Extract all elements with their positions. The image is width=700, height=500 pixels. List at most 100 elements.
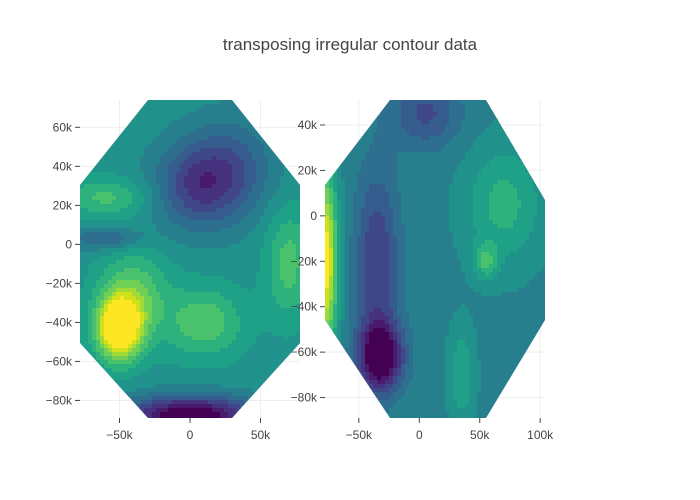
contour-cell — [212, 228, 217, 233]
contour-cell — [136, 152, 141, 157]
contour-cell — [296, 192, 300, 197]
contour-cell — [365, 100, 370, 105]
contour-cell — [156, 236, 161, 241]
contour-cell — [212, 112, 217, 117]
contour-cell — [256, 268, 261, 273]
contour-cell — [493, 120, 498, 125]
contour-cell — [465, 100, 470, 105]
contour-cell — [196, 100, 201, 105]
contour-cell — [272, 212, 277, 217]
contour-cell — [425, 116, 430, 121]
contour-cell — [156, 284, 161, 289]
contour-cell — [345, 116, 350, 121]
contour-cell — [168, 104, 173, 109]
contour-cell — [100, 152, 105, 157]
contour-cell — [248, 348, 253, 353]
contour-cell — [284, 116, 289, 121]
contour-cell — [104, 160, 109, 165]
contour-cell — [405, 120, 410, 125]
contour-cell — [212, 324, 217, 329]
contour-cell — [192, 340, 197, 345]
contour-cell — [260, 224, 265, 229]
contour-cell — [132, 256, 137, 261]
contour-cell — [284, 240, 289, 245]
contour-cell — [537, 100, 542, 105]
contour-cell — [204, 104, 209, 109]
contour-cell — [280, 320, 285, 325]
contour-cell — [208, 156, 213, 161]
contour-cell — [228, 124, 233, 129]
contour-cell — [284, 224, 289, 229]
contour-cell — [292, 292, 297, 297]
contour-cell — [260, 372, 265, 377]
contour-cell — [204, 120, 209, 125]
contour-cell — [280, 380, 285, 385]
contour-cell — [284, 304, 289, 309]
contour-cell — [244, 360, 249, 365]
contour-cell — [168, 144, 173, 149]
contour-cell — [96, 308, 101, 313]
contour-cell — [216, 124, 221, 129]
contour-cell — [228, 252, 233, 257]
contour-cell — [276, 236, 281, 241]
contour-cell — [240, 256, 245, 261]
contour-cell — [501, 120, 506, 125]
contour-cell — [200, 128, 205, 133]
contour-cell — [220, 380, 225, 385]
contour-cell — [96, 412, 101, 417]
contour-cell — [132, 388, 137, 393]
contour-cell — [196, 176, 201, 181]
contour-cell — [397, 116, 402, 121]
contour-cell — [136, 400, 141, 405]
contour-cell — [481, 116, 486, 121]
contour-cell — [176, 412, 181, 417]
contour-cell — [180, 144, 185, 149]
contour-cell — [296, 204, 300, 209]
contour-cell — [200, 304, 205, 309]
contour-cell — [449, 132, 454, 137]
contour-cell — [196, 368, 201, 373]
contour-cell — [112, 200, 117, 205]
y-tick-label: 0 — [65, 237, 72, 251]
contour-cell — [244, 180, 249, 185]
contour-cell — [156, 404, 161, 409]
contour-cell — [112, 288, 117, 293]
contour-cell — [288, 220, 293, 225]
contour-cell — [220, 392, 225, 397]
contour-cell — [220, 176, 225, 181]
contour-cell — [180, 356, 185, 361]
contour-cell — [228, 384, 233, 389]
contour-cell — [136, 160, 141, 165]
contour-cell — [292, 228, 297, 233]
contour-cell — [120, 304, 125, 309]
contour-cell — [156, 340, 161, 345]
contour-cell — [461, 128, 466, 133]
contour-cell — [128, 304, 133, 309]
contour-cell — [108, 316, 113, 321]
contour-cell — [248, 320, 253, 325]
contour-cell — [232, 412, 237, 417]
contour-cell — [176, 360, 181, 365]
contour-cell — [180, 244, 185, 249]
contour-cell — [256, 348, 261, 353]
contour-cell — [288, 284, 293, 289]
contour-cell — [96, 244, 101, 249]
contour-cell — [184, 260, 189, 265]
contour-cell — [132, 252, 137, 257]
contour-cell — [220, 280, 225, 285]
contour-cell — [244, 272, 249, 277]
contour-cell — [292, 176, 297, 181]
contour-cell — [120, 352, 125, 357]
contour-cell — [256, 324, 261, 329]
contour-cell — [92, 220, 97, 225]
contour-cell — [224, 252, 229, 257]
contour-cell — [112, 216, 117, 221]
contour-cell — [136, 276, 141, 281]
contour-cell — [369, 132, 374, 137]
contour-cell — [264, 136, 269, 141]
contour-cell — [184, 388, 189, 393]
contour-cell — [188, 252, 193, 257]
contour-cell — [160, 360, 165, 365]
contour-cell — [84, 200, 89, 205]
contour-cell — [108, 236, 113, 241]
